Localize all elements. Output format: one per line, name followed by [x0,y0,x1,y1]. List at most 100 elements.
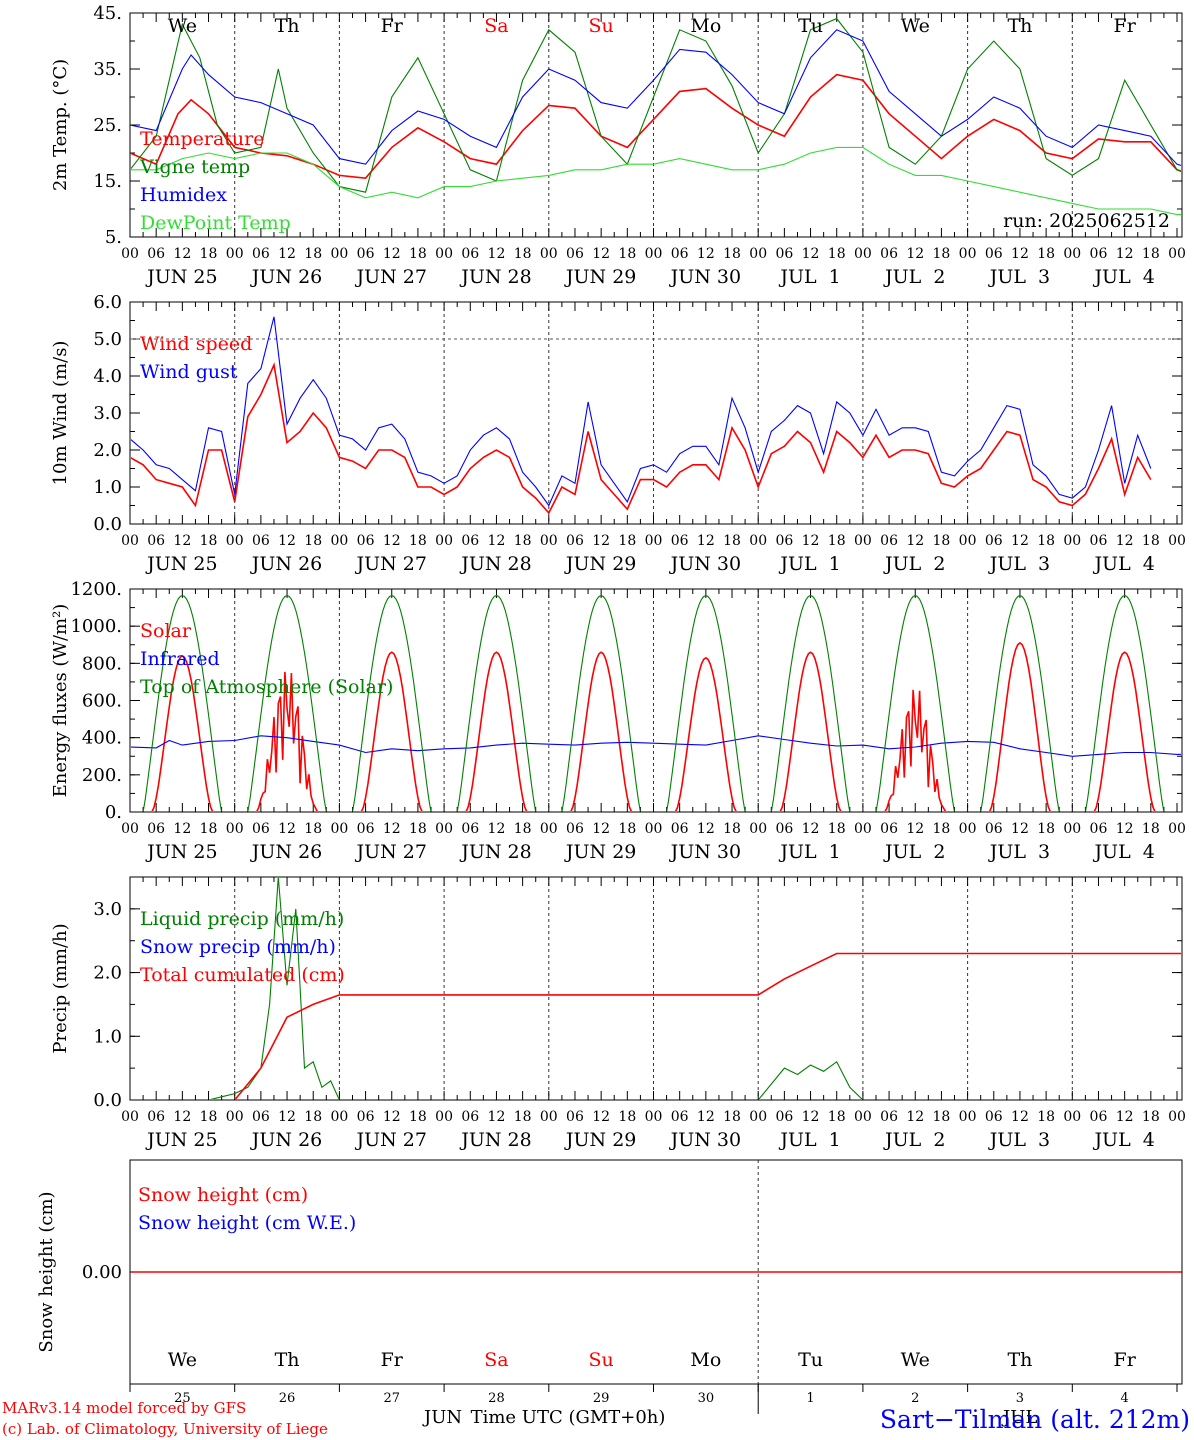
x-tick-label: 18 [723,1109,741,1125]
x-tick-label: 06 [252,1109,270,1125]
date-label: JUL 2 [883,553,945,575]
x-tick-label: 06 [357,533,375,549]
x-tick-label: 00 [435,533,453,549]
x-tick-label: 18 [200,1109,218,1125]
x-tick-label: 00 [435,1109,453,1125]
y-tick-label: 3.0 [93,403,122,424]
x-tick-label: 12 [592,246,610,262]
x-tick-label: 00 [435,246,453,262]
x-tick-label: 18 [723,533,741,549]
weekday-label: We [901,1349,930,1371]
legend-entry: Top of Atmosphere (Solar) [140,676,393,698]
y-axis-label: Precip (mm/h) [50,923,71,1053]
weekday-label: Fr [381,1349,404,1371]
y-tick-label: 0.00 [82,1262,122,1283]
date-label: JUN 29 [564,1129,636,1151]
x-tick-label: 06 [775,533,793,549]
y-tick-label: 15. [93,171,122,192]
date-label: JUL 2 [883,841,945,863]
x-tick-label: 18 [1037,1109,1055,1125]
x-tick-label: 00 [121,533,139,549]
x-tick-label: 06 [671,246,689,262]
x-tick-label: 18 [828,533,846,549]
date-label: JUL 4 [1092,841,1154,863]
x-tick-label: 18 [933,821,951,837]
weekday-label: Mo [690,1349,721,1371]
day-number: 4 [1121,1391,1129,1406]
x-tick-label: 18 [200,821,218,837]
legend-entry: Infrared [140,648,220,670]
x-tick-label: 00 [540,533,558,549]
date-label: JUL 4 [1092,266,1154,288]
legend-entry: Total cumulated (cm) [140,964,345,986]
x-tick-label: 12 [383,533,401,549]
y-tick-label: 0.0 [93,1090,122,1111]
x-tick-label: 18 [1037,533,1055,549]
y-tick-label: 1.0 [93,477,122,498]
date-label: JUN 27 [355,841,427,863]
x-tick-label: 06 [357,821,375,837]
x-tick-label: 00 [645,246,663,262]
day-number: 30 [698,1391,715,1406]
x-tick-label: 12 [697,1109,715,1125]
date-label: JUL 4 [1092,1129,1154,1151]
x-tick-label: 18 [618,1109,636,1125]
weekday-label: We [168,15,197,37]
legend-entry: Liquid precip (mm/h) [140,908,344,930]
legend-entry: Temperature [140,128,264,150]
series-line-temperature [131,73,1181,180]
x-tick-label: 12 [488,821,506,837]
x-tick-label: 12 [383,246,401,262]
date-label: JUN 27 [355,553,427,575]
weekday-label: Sa [484,1349,508,1371]
x-tick-label: 18 [200,533,218,549]
panel-wind: 00 06 12 18 00 06 12 18 00 06 12 18 00 06 12 18 00 06 12 18… [50,292,1186,575]
x-tick-label: 06 [1090,1109,1108,1125]
x-tick-label: 00 [854,1109,872,1125]
weekday-label: We [901,15,930,37]
x-tick-label: 00 [959,821,977,837]
x-tick-label: 18 [409,246,427,262]
x-tick-label: 06 [671,821,689,837]
legend-entry: Snow height (cm W.E.) [138,1212,356,1234]
legend-entry: Snow height (cm) [138,1184,308,1206]
x-tick-label: 00 [854,533,872,549]
x-tick-label: 18 [514,246,532,262]
y-tick-label: 0.0 [93,514,122,535]
x-tick-label: 00 [1063,1109,1081,1125]
series-line-vigne-temp [131,17,1181,193]
y-tick-label: 6.0 [93,292,122,313]
x-tick-label: 06 [357,1109,375,1125]
panel-precip: 00 06 12 18 00 06 12 18 00 06 12 18 00 06 12 18 00 06 12 18… [50,876,1186,1151]
y-tick-label: 35. [93,59,122,80]
date-label: JUN 26 [250,553,322,575]
x-tick-label: 18 [933,1109,951,1125]
month-label: JUN [422,1407,462,1428]
date-label: JUN 30 [669,266,741,288]
x-tick-label: 18 [723,821,741,837]
x-tick-label: 18 [1142,821,1160,837]
weekday-label: Th [275,1349,300,1371]
x-tick-label: 00 [330,1109,348,1125]
date-label: JUN 26 [250,841,322,863]
date-label: JUN 30 [669,841,741,863]
date-label: JUN 28 [459,1129,531,1151]
x-tick-label: 18 [409,1109,427,1125]
x-tick-label: 18 [933,246,951,262]
y-tick-label: 800. [82,653,122,674]
x-tick-label: 18 [1142,246,1160,262]
x-tick-label: 12 [173,533,191,549]
x-tick-label: 06 [1090,533,1108,549]
x-tick-label: 00 [1168,821,1186,837]
x-tick-label: 06 [147,1109,165,1125]
date-label: JUN 30 [669,553,741,575]
x-tick-label: 12 [592,821,610,837]
x-tick-label: 00 [226,821,244,837]
x-tick-label: 06 [461,1109,479,1125]
x-tick-label: 12 [488,246,506,262]
x-tick-label: 00 [749,246,767,262]
x-tick-label: 18 [304,246,322,262]
date-label: JUN 25 [145,1129,217,1151]
x-tick-label: 00 [330,821,348,837]
weekday-label: Tu [798,15,823,37]
